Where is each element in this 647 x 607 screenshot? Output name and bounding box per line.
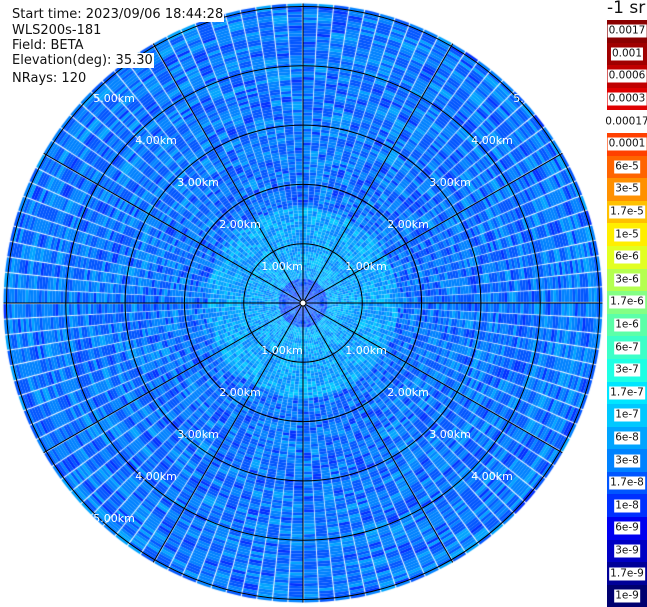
range-ring	[6, 6, 600, 600]
range-ring-label: 1.00km	[345, 344, 387, 357]
colorbar-tick-label: 6e-8	[614, 431, 640, 445]
range-ring-label: 4.00km	[471, 134, 513, 147]
colorbar-tick-label: 6e-9	[614, 521, 640, 535]
colorbar-tick-label: 1e-8	[614, 499, 640, 513]
azimuth-spoke	[43, 302, 304, 454]
colorbar-band: 1.7e-7	[607, 381, 647, 405]
range-ring	[183, 183, 423, 423]
colorbar-tick-label: 1.7e-9	[609, 567, 645, 581]
colorbar-band: 1e-7	[607, 404, 647, 427]
range-ring-label: 3.00km	[429, 428, 471, 441]
start-time-label: Start time: 2023/09/06 18:44:28	[11, 7, 225, 22]
azimuth-spoke	[152, 43, 304, 304]
range-ring-label: 5.00km	[93, 92, 135, 105]
field-label: Field: BETA	[11, 38, 85, 53]
colorbar-band: 1.7e-9	[607, 562, 647, 585]
radar-center-marker	[299, 299, 307, 307]
nrays-label: NRays: 120	[11, 71, 88, 86]
colorbar-tick-label: 1.7e-5	[609, 205, 645, 219]
azimuth-spoke	[152, 302, 304, 563]
colorbar-tick-label: 1e-7	[614, 408, 640, 422]
range-ring-label: 4.00km	[135, 470, 177, 483]
colorbar-title: -1 sr	[607, 0, 646, 18]
range-ring-label: 5.00km	[93, 512, 135, 525]
azimuth-spoke	[43, 152, 304, 304]
colorbar-tick-label: 0.001	[610, 47, 644, 61]
colorbar-band: 6e-9	[607, 517, 647, 540]
range-ring-label: 4.00km	[471, 470, 513, 483]
colorbar-band: 3e-7	[607, 358, 647, 382]
instrument-label: WLS200s-181	[11, 23, 103, 38]
colorbar-tick-label: 6e-7	[614, 341, 640, 355]
range-ring-label: 1.00km	[261, 344, 303, 357]
colorbar-band: 0.0001	[607, 132, 647, 156]
azimuth-spoke	[302, 302, 563, 454]
range-ring-label: 2.00km	[387, 218, 429, 231]
colorbar-tick-label: 1.7e-8	[609, 476, 645, 490]
colorbar-tick-label: 0.0003	[607, 92, 647, 106]
colorbar-tick-label: 6e-5	[614, 160, 640, 174]
azimuth-spoke	[302, 152, 563, 304]
colorbar-tick-label: 3e-5	[614, 182, 640, 196]
azimuth-spoke	[302, 43, 454, 304]
colorbar-band: 6e-8	[607, 426, 647, 450]
colorbar-band: 3e-9	[607, 539, 647, 563]
colorbar-tick-label: 1.7e-7	[609, 386, 645, 400]
range-ring-label: 2.00km	[219, 218, 261, 231]
range-ring	[65, 65, 541, 541]
range-ring-label: 5.00km	[513, 92, 555, 105]
colorbar-band: 6e-5	[607, 155, 647, 179]
colorbar-band: 1e-6	[607, 313, 647, 337]
colorbar-band: 1.7e-6	[607, 291, 647, 314]
colorbar-band: 1.7e-8	[607, 471, 647, 495]
colorbar-tick-label: 6e-6	[614, 250, 640, 264]
colorbar-band: 1e-8	[607, 494, 647, 518]
colorbar-band: 1e-9	[607, 584, 647, 607]
azimuth-spoke	[302, 302, 454, 563]
colorbar-band: 6e-7	[607, 336, 647, 359]
elevation-label: Elevation(deg): 35.30	[11, 53, 154, 68]
range-ring-label: 2.00km	[219, 386, 261, 399]
colorbar-band: 0.0003	[607, 87, 647, 111]
range-ring	[124, 124, 482, 482]
colorbar-band: 0.0006	[607, 65, 647, 88]
colorbar-band: 3e-8	[607, 449, 647, 472]
range-ring-overlay: 1.00km 1.00km 1.00km 1.00km 2.00km 2.00km 2.00…	[3, 3, 603, 603]
range-ring-label: 1.00km	[261, 260, 303, 273]
range-ring-label: 3.00km	[429, 176, 471, 189]
colorbar-band: 1.7e-5	[607, 200, 647, 224]
colorbar-tick-label: 3e-7	[614, 363, 640, 377]
range-ring-label: 5.00km	[513, 512, 555, 525]
range-ring-label: 1.00km	[345, 260, 387, 273]
colorbar-band: 6e-6	[607, 245, 647, 269]
range-ring-label: 2.00km	[387, 386, 429, 399]
colorbar-band: 3e-5	[607, 178, 647, 201]
colorbar-tick-label: 0.0006	[607, 69, 647, 83]
colorbar-tick-label: 3e-9	[614, 544, 640, 558]
colorbar-tick-label: 3e-8	[614, 454, 640, 468]
colorbar-tick-label: 1.7e-6	[609, 295, 645, 309]
range-ring-label: 4.00km	[135, 134, 177, 147]
colorbar-band: 1e-5	[607, 223, 647, 246]
colorbar-tick-label: 1e-6	[614, 318, 640, 332]
colorbar-tick-label: 0.0001	[607, 137, 647, 151]
range-ring-label: 3.00km	[177, 428, 219, 441]
colorbar-band: 0.0017	[607, 20, 647, 43]
colorbar-band: 0.00017	[604, 110, 647, 133]
range-ring-label: 3.00km	[177, 176, 219, 189]
colorbar-tick-label: 1e-5	[614, 228, 640, 242]
colorbar-tick-label: 0.0017	[607, 24, 647, 38]
colorbar-tick-label: 3e-6	[614, 273, 640, 287]
colorbar-tick-label: 0.00017	[604, 115, 647, 129]
colorbar-band: 0.001	[607, 42, 647, 66]
colorbar-band: 3e-6	[607, 268, 647, 292]
range-ring	[243, 243, 363, 363]
colorbar-tick-label: 1e-9	[614, 589, 640, 603]
colorbar: 0.0017 0.001 0.0006 0.0003 0.00017 0.0001 6e-5…	[604, 20, 647, 607]
